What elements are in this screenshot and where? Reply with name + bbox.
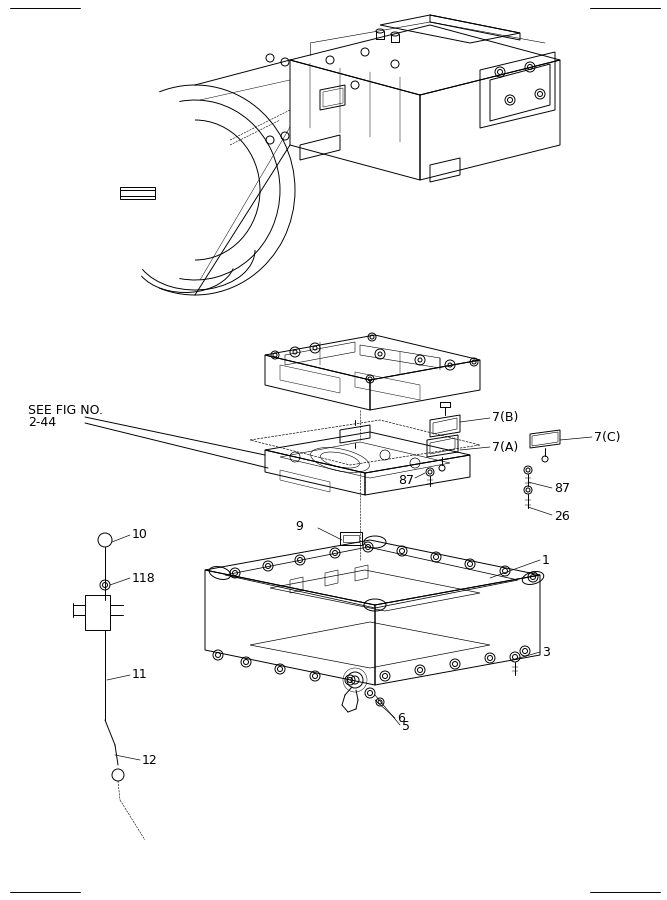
- Text: 1: 1: [542, 554, 550, 566]
- Text: 26: 26: [554, 509, 570, 523]
- Text: 12: 12: [142, 753, 158, 767]
- Text: SEE FIG NO.: SEE FIG NO.: [28, 403, 103, 417]
- Text: 5: 5: [402, 719, 410, 733]
- Text: 87: 87: [554, 482, 570, 496]
- Bar: [85, 595, 110, 630]
- Text: 3: 3: [542, 646, 550, 660]
- Text: 10: 10: [132, 528, 148, 542]
- Text: 11: 11: [132, 669, 148, 681]
- Text: 2-44: 2-44: [28, 417, 56, 429]
- Text: 6: 6: [397, 713, 405, 725]
- Text: 7(C): 7(C): [594, 430, 620, 444]
- Bar: [343, 535, 359, 542]
- Text: 7(A): 7(A): [492, 440, 518, 454]
- Text: 118: 118: [132, 572, 156, 584]
- Bar: [340, 532, 362, 545]
- Text: 7(B): 7(B): [492, 411, 518, 425]
- Text: 9: 9: [295, 520, 303, 534]
- Text: 87: 87: [398, 473, 414, 487]
